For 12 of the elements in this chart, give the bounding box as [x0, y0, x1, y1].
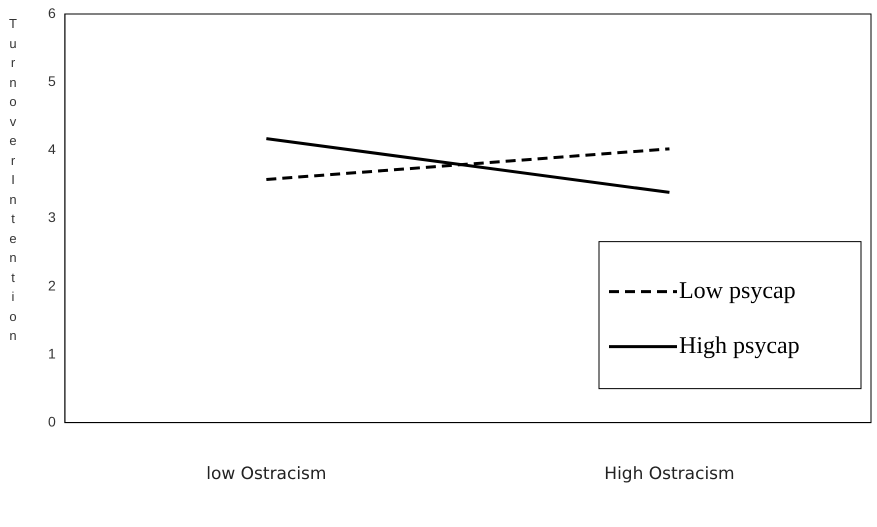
y-tick-label: 0	[48, 413, 56, 430]
y-tick-label: 5	[48, 72, 56, 89]
x-tick-label: low Ostracism	[206, 464, 326, 484]
y-tick-label: 3	[48, 209, 56, 226]
x-tick-label: High Ostracism	[604, 464, 735, 484]
y-tick-label: 2	[48, 277, 56, 294]
legend-label: High psycap	[679, 332, 800, 359]
text: Turnover Intention	[9, 16, 17, 343]
legend-label: Low psycap	[679, 278, 796, 304]
y-tick-label: 1	[48, 345, 56, 362]
y-tick-label: 4	[48, 141, 56, 158]
y-tick-label: 6	[48, 4, 56, 21]
